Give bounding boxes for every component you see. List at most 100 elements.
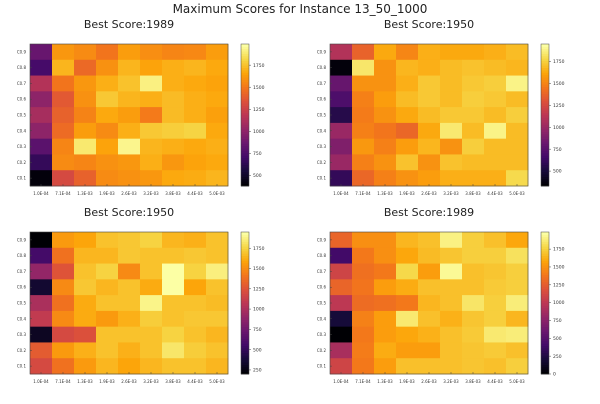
heatmap-cell: [352, 138, 375, 155]
heatmap-cell: [96, 138, 119, 155]
heatmap-cell: [462, 247, 485, 264]
y-tick-label: C0.3: [317, 144, 327, 149]
heatmap-cell: [418, 342, 441, 359]
colorbar-segment: [241, 98, 249, 102]
heatmap-panel-1: Best Score:1989 C0.9 C0.8 C0.7 C0.6 C0.5 C0.4 C…: [17, 18, 265, 196]
heatmap-cell: [206, 138, 229, 155]
colorbar-segment: [541, 281, 549, 285]
heatmap-cell: [162, 59, 185, 76]
colorbar-segment: [541, 164, 549, 168]
colorbar-segment: [241, 148, 249, 151]
y-tick-label: C0.5: [17, 301, 27, 306]
heatmap-cell: [440, 75, 463, 92]
heatmap-cell: [74, 232, 97, 249]
heatmap-cell: [484, 59, 507, 76]
heatmap-cell: [506, 170, 529, 187]
colorbar-segment: [241, 181, 249, 185]
heatmap-cell: [184, 59, 207, 76]
colorbar-segment: [241, 319, 249, 323]
colorbar-segment: [541, 343, 549, 346]
heatmap-cell: [184, 122, 207, 140]
heatmap-cell: [140, 342, 163, 359]
colorbar-segment: [241, 307, 249, 311]
colorbar-segment: [541, 181, 549, 185]
colorbar-segment: [541, 152, 549, 156]
heatmap-cell: [140, 310, 163, 328]
colorbar-segment: [541, 155, 549, 158]
heatmap-cell: [396, 358, 419, 375]
heatmap-cell: [440, 107, 463, 124]
heatmap-cell: [330, 247, 353, 264]
colorbar-segment: [241, 364, 249, 368]
heatmap-cell: [484, 232, 507, 249]
heatmap-cell: [440, 263, 463, 280]
colorbar-segment: [241, 350, 249, 354]
heatmap-cell: [140, 279, 163, 296]
colorbar-segment: [541, 305, 549, 309]
heatmap-cell: [352, 44, 375, 61]
x-tick-label: 1.3E-03: [377, 191, 393, 196]
heatmap-cell: [418, 107, 441, 124]
colorbar-segment: [541, 162, 549, 166]
x-tick-label: 3.8E-03: [465, 191, 481, 196]
heatmap-cell: [52, 358, 75, 375]
colorbar-segment: [541, 260, 549, 264]
y-tick-label: C0.5: [317, 113, 327, 118]
heatmap-cell: [352, 154, 375, 171]
colorbar-tick-label: 500: [253, 173, 262, 179]
colorbar-segment: [541, 345, 549, 349]
colorbar-segment: [541, 293, 549, 297]
colorbar-tick-label: 1000: [253, 129, 265, 135]
heatmap-cell: [396, 107, 419, 124]
heatmap-cell: [396, 295, 419, 312]
colorbar-segment: [541, 133, 549, 137]
colorbar-segment: [541, 317, 549, 320]
heatmap-cell: [184, 138, 207, 155]
colorbar-frame: [540, 231, 550, 375]
colorbar-segment: [241, 312, 249, 316]
heatmap-cell: [206, 122, 229, 140]
heatmap-cell: [118, 232, 141, 249]
colorbar-segment: [241, 234, 249, 238]
colorbar-segment: [241, 155, 249, 158]
y-tick-label: C0.4: [317, 128, 327, 133]
colorbar-segment: [241, 124, 249, 128]
heatmap-cell: [418, 247, 441, 264]
heatmap-cell: [484, 326, 507, 343]
heatmap-cell: [162, 75, 185, 92]
colorbar-segment: [241, 72, 249, 76]
heatmap-cell: [52, 263, 75, 280]
heatmap-panel-3: Best Score:1950 C0.9 C0.8 C0.7 C0.6 C0.5 C0.4 C…: [17, 206, 265, 384]
heatmap-cell: [162, 358, 185, 375]
heatmap-cell: [118, 342, 141, 359]
y-tick-label: C0.2: [17, 160, 27, 165]
colorbar-segment: [241, 253, 249, 257]
colorbar-segment: [241, 167, 249, 170]
heatmap-cell: [374, 154, 397, 171]
colorbar-segment: [541, 234, 549, 238]
colorbar-segment: [541, 288, 549, 292]
heatmap-cell: [96, 295, 119, 312]
colorbar-tick-label: 0: [553, 372, 556, 378]
heatmap-cell: [162, 91, 185, 108]
colorbar-segment: [541, 86, 549, 90]
heatmap-cell: [440, 154, 463, 171]
panel-title: Best Score:1950: [84, 206, 174, 219]
heatmap-cell: [484, 138, 507, 155]
colorbar-segment: [541, 65, 549, 69]
colorbar-tick-label: 1750: [253, 246, 265, 252]
heatmap-cell: [74, 326, 97, 343]
colorbar-segment: [541, 253, 549, 257]
colorbar-segment: [241, 117, 249, 121]
colorbar-segment: [541, 319, 549, 323]
y-tick-label: C0.1: [17, 364, 27, 369]
colorbar-segment: [541, 272, 549, 275]
heatmap-cell: [96, 342, 119, 359]
colorbar-tick-label: 750: [253, 327, 262, 333]
heatmap-cell: [184, 247, 207, 264]
colorbar-segment: [241, 157, 249, 161]
heatmap-cell: [440, 122, 463, 140]
colorbar-segment: [541, 79, 549, 83]
colorbar-segment: [541, 307, 549, 311]
colorbar-segment: [241, 48, 249, 52]
